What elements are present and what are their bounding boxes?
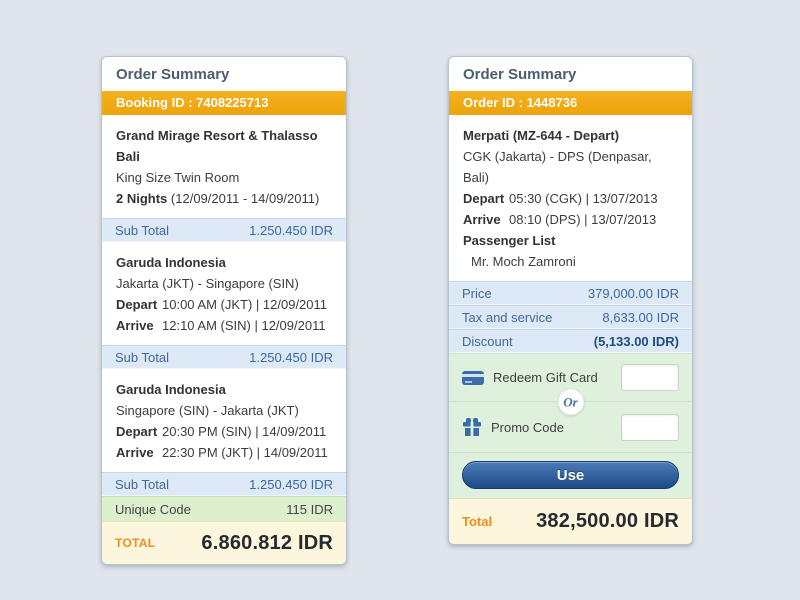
total-value: 6.860.812 IDR [201, 531, 333, 554]
credit-card-icon [462, 370, 484, 385]
arrive-value: 08:10 (DPS) | 13/07/2013 [509, 212, 657, 227]
order-summary-card: Order Summary Order ID : 1448736 Merpati… [448, 56, 693, 545]
tax-row: Tax and service 8,633.00 IDR [449, 305, 692, 329]
hotel-nights: 2 Nights [116, 191, 168, 206]
gift-card-label: Redeem Gift Card [493, 370, 598, 385]
subtotal-row: Sub Total 1.250.450 IDR [102, 472, 346, 496]
discount-label: Discount [462, 333, 513, 349]
subtotal-value: 1.250.450 IDR [249, 476, 333, 492]
flight-info-block: Garuda Indonesia Singapore (SIN) - Jakar… [102, 369, 346, 472]
order-id-banner: Order ID : 1448736 [449, 91, 692, 115]
airline-name: Garuda Indonesia [116, 255, 226, 270]
gift-card-input[interactable] [621, 364, 679, 391]
redeem-section: Redeem Gift Card Or Promo Code Use [449, 353, 692, 498]
unique-code-row: Unique Code 115 IDR [102, 496, 346, 521]
passenger-name: Mr. Moch Zamroni [471, 254, 576, 269]
promo-code-row: Promo Code [449, 402, 692, 452]
depart-line: Depart 20:30 PM (SIN) | 14/09/2011 [116, 421, 332, 442]
hotel-room: King Size Twin Room [116, 170, 240, 185]
subtotal-value: 1.250.450 IDR [249, 349, 333, 365]
total-label: TOTAL [115, 536, 156, 550]
subtotal-row: Sub Total 1.250.450 IDR [102, 218, 346, 242]
flight-info-block: Merpati (MZ-644 - Depart) CGK (Jakarta) … [449, 115, 692, 281]
gift-card-row: Redeem Gift Card [449, 354, 692, 401]
arrive-label: Arrive [116, 318, 154, 333]
booking-id-banner: Booking ID : 7408225713 [102, 91, 346, 115]
card-title: Order Summary [463, 65, 577, 83]
price-row: Price 379,000.00 IDR [449, 281, 692, 305]
hotel-info-block: Grand Mirage Resort & Thalasso Bali King… [102, 115, 346, 218]
subtotal-value: 1.250.450 IDR [249, 222, 333, 238]
arrive-value: 22:30 PM (JKT) | 14/09/2011 [162, 445, 328, 460]
flight-route: Jakarta (JKT) - Singapore (SIN) [116, 276, 299, 291]
total-label: Total [462, 514, 493, 529]
hotel-dates: (12/09/2011 - 14/09/2011) [170, 191, 320, 206]
subtotal-row: Sub Total 1.250.450 IDR [102, 345, 346, 369]
booking-summary-card: Order Summary Booking ID : 7408225713 Gr… [101, 56, 347, 565]
flight-route: Singapore (SIN) - Jakarta (JKT) [116, 403, 299, 418]
price-value: 379,000.00 IDR [587, 285, 679, 301]
depart-label: Depart [463, 191, 505, 206]
arrive-line: Arrive 22:30 PM (JKT) | 14/09/2011 [116, 442, 332, 463]
hotel-name: Grand Mirage Resort & Thalasso Bali [116, 128, 318, 164]
discount-row: Discount (5,133.00 IDR) [449, 329, 692, 353]
tax-label: Tax and service [462, 309, 553, 325]
flight-route: CGK (Jakarta) - DPS (Denpasar, Bali) [463, 149, 652, 185]
arrive-line: Arrive 12:10 AM (SIN) | 12/09/2011 [116, 315, 332, 336]
arrive-label: Arrive [463, 212, 501, 227]
price-label: Price [462, 285, 492, 301]
use-button[interactable]: Use [462, 461, 679, 489]
depart-line: Depart 05:30 (CGK) | 13/07/2013 [463, 188, 678, 209]
total-value: 382,500.00 IDR [536, 510, 679, 532]
promo-code-label: Promo Code [491, 419, 564, 435]
discount-value: (5,133.00 IDR) [593, 333, 679, 349]
card-title: Order Summary [116, 65, 230, 83]
depart-label: Depart [116, 297, 158, 312]
arrive-label: Arrive [116, 445, 154, 460]
depart-label: Depart [116, 424, 158, 439]
promo-code-input[interactable] [621, 413, 679, 441]
tax-value: 8,633.00 IDR [602, 309, 679, 325]
depart-value: 05:30 (CGK) | 13/07/2013 [509, 191, 658, 206]
depart-value: 20:30 PM (SIN) | 14/09/2011 [162, 424, 327, 439]
hotel-nights-line: 2 Nights (12/09/2011 - 14/09/2011) [116, 188, 332, 209]
or-divider: Or [449, 388, 692, 416]
airline-name: Merpati (MZ-644 - Depart) [463, 128, 620, 143]
airline-name: Garuda Indonesia [116, 382, 226, 397]
flight-info-block: Garuda Indonesia Jakarta (JKT) - Singapo… [102, 242, 346, 345]
arrive-line: Arrive 08:10 (DPS) | 13/07/2013 [463, 209, 678, 230]
or-badge: Or [557, 388, 584, 416]
subtotal-label: Sub Total [115, 222, 169, 238]
arrive-value: 12:10 AM (SIN) | 12/09/2011 [162, 318, 326, 333]
subtotal-label: Sub Total [115, 476, 169, 492]
depart-line: Depart 10:00 AM (JKT) | 12/09/2011 [116, 294, 332, 315]
passenger-list-label: Passenger List [463, 233, 556, 248]
use-button-row: Use [449, 452, 692, 498]
total-row: Total 382,500.00 IDR [449, 498, 692, 544]
gift-icon [463, 418, 481, 436]
unique-code-label: Unique Code [115, 501, 191, 517]
depart-value: 10:00 AM (JKT) | 12/09/2011 [162, 297, 328, 312]
unique-code-value: 115 IDR [286, 501, 333, 517]
subtotal-label: Sub Total [115, 349, 169, 365]
total-row: TOTAL 6.860.812 IDR [102, 521, 346, 564]
